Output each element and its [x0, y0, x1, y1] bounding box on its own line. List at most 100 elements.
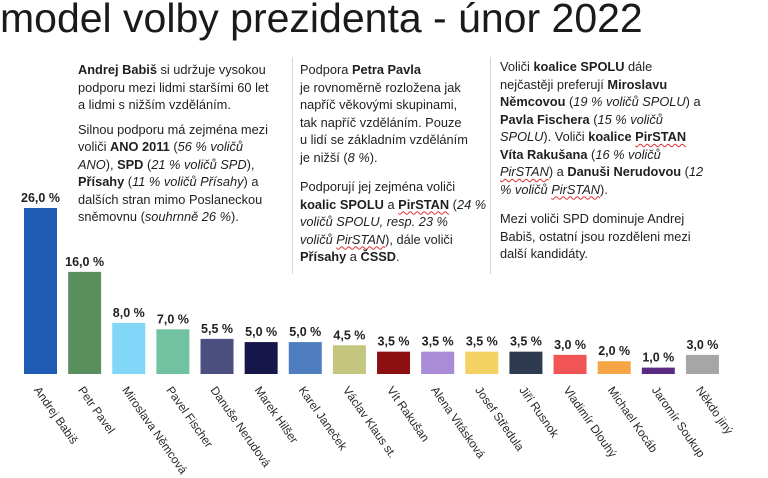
text: dále — [624, 59, 653, 74]
value-label-alena-vitaskova: 3,5 % — [422, 335, 454, 349]
text: sněmovnu ( — [78, 209, 145, 224]
annotation-line: Pavla Fischera (15 % voličů — [500, 111, 703, 129]
annotation-line: tak napříč vzděláním. Pouze — [300, 114, 486, 132]
italic-text: PirSTAN — [551, 181, 601, 197]
text: u lidí se základním vzděláním — [300, 132, 468, 147]
bold-text: ANO 2011 — [110, 139, 170, 154]
text: ). — [369, 149, 378, 165]
italic-text: SPOLU — [500, 129, 544, 144]
text: je nižší ( — [300, 149, 348, 165]
text: napříč věkovými skupinami, — [300, 97, 458, 112]
text: ( — [124, 174, 133, 189]
text: nejčastěji preferují — [500, 76, 608, 92]
bar-jiri-rusnok — [509, 351, 543, 374]
bold-text: Víta Rakušana — [500, 146, 588, 162]
annotation-line: koalic SPOLU a PirSTAN (24 % — [300, 196, 486, 214]
bar-marek-hilser — [244, 342, 278, 374]
annotation-line: Němcovou (19 % voličů SPOLU) a — [500, 93, 703, 111]
italic-text: 56 % voličů — [177, 139, 244, 154]
value-label-josef-stredula: 3,5 % — [466, 335, 498, 349]
annotation-line: Podporují jej zejména voliči — [300, 178, 486, 196]
category-label-vit-rakusan: Vít Rakušan — [384, 384, 432, 445]
annotation-line: je rovnoměrně rozložena jak — [300, 79, 486, 97]
annotation-line: ANO), SPD (21 % voličů SPD), — [78, 156, 269, 174]
annotation-line: nejčastěji preferují Miroslavu — [500, 76, 703, 94]
bar-vit-rakusan — [377, 351, 411, 374]
annotation-line: a lidmi s nižším vzděláním. — [78, 96, 269, 114]
bar-andrej-babis — [24, 208, 57, 374]
annotation-line: Přísahy a ČSSD. — [300, 248, 486, 266]
text: Mezi voliči SPD dominuje Andrej — [500, 211, 685, 226]
value-label-nekdo-jiny: 3,0 % — [686, 338, 718, 352]
text: a — [346, 249, 361, 264]
bold-text: Pavla Fischera — [500, 111, 590, 127]
italic-text: PirSTAN — [500, 164, 549, 179]
text: a lidmi s nižším vzděláním. — [78, 97, 231, 112]
annotation-line: voličů SPOLU, resp. 23 % — [300, 213, 486, 231]
category-label-jiri-rusnok: Jiří Rusnok — [516, 384, 561, 440]
bars — [24, 208, 719, 374]
bar-miroslava-nemcova — [112, 322, 146, 374]
italic-text: % voličů — [500, 181, 552, 197]
bar-karel-janecek — [288, 342, 322, 374]
value-label-pavel-fischer: 7,0 % — [157, 312, 189, 326]
text: ) a — [243, 174, 259, 189]
italic-text: 11 % voličů Přísahy — [132, 174, 244, 189]
annotation-babis: Andrej Babiš si udržuje vysokou podporu m… — [78, 61, 269, 226]
value-labels: 26,0 % 16,0 % 8,0 % 7,0 % 5,5 % 5,0 % 5,0 % 4,5… — [21, 191, 718, 365]
text: a — [383, 196, 399, 212]
value-label-karel-janecek: 5,0 % — [289, 325, 321, 339]
value-label-jaromir-soukup: 1,0 % — [642, 351, 674, 365]
category-label-andrej-babis: Andrej Babiš — [31, 384, 81, 447]
bold-text: Petra Pavla — [351, 62, 421, 77]
text: Babiš, ostatní jsou rozděleni mezi — [500, 228, 691, 244]
text: ) a — [548, 164, 568, 179]
text: ( — [587, 146, 596, 162]
italic-text: 15 % voličů — [597, 111, 663, 127]
bar-josef-stredula — [465, 351, 499, 374]
text: ), dále voliči — [385, 231, 453, 247]
value-label-petr-pavel: 16,0 % — [65, 255, 104, 269]
annotation-paragraph: Podporují jej zejména voliči koalic SPOLU… — [300, 178, 486, 266]
value-label-marek-hilser: 5,0 % — [245, 325, 277, 339]
text: ( — [449, 196, 457, 212]
bar-michael-kocab — [597, 361, 631, 374]
text: ( — [565, 94, 574, 109]
text: Podporují jej zejména voliči — [300, 179, 456, 194]
bar-vaclav-klaus-st — [332, 345, 366, 374]
text: si udržuje vysokou — [156, 62, 266, 77]
text: dalších stran mimo Poslaneckou — [78, 191, 263, 207]
bar-jaromir-soukup — [641, 367, 675, 374]
italic-text: ANO — [78, 156, 106, 172]
text: ( — [169, 139, 178, 154]
bold-text: Danuši Nerudovou — [567, 164, 682, 179]
category-label-marek-hilser: Marek Hilšer — [252, 384, 301, 446]
value-label-miroslava-nemcova: 8,0 % — [113, 306, 145, 320]
annotation-paragraph: Andrej Babiš si udržuje vysokou podporu m… — [78, 61, 269, 114]
bold-text: Andrej Babiš — [78, 62, 157, 77]
value-label-michael-kocab: 2,0 % — [598, 344, 630, 358]
category-label-nekdo-jiny: Někdo jiný — [693, 384, 736, 437]
bold-text: Miroslavu — [607, 76, 668, 92]
value-label-vladimir-dlouhy: 3,0 % — [554, 338, 586, 352]
value-label-vit-rakusan: 3,5 % — [378, 335, 410, 349]
annotation-line: u lidí se základním vzděláním — [300, 131, 486, 149]
annotation-line: Mezi voliči SPD dominuje Andrej — [500, 210, 703, 228]
annotation-line: Andrej Babiš si udržuje vysokou — [78, 61, 269, 79]
annotation-line: voliči ANO 2011 (56 % voličů — [78, 138, 269, 156]
text: . — [396, 249, 400, 264]
text-box-border-right — [490, 57, 491, 274]
annotation-pavel: Podpora Petra Pavla je rovnoměrně rozlože… — [300, 61, 486, 266]
bold-text: Přísahy — [78, 174, 125, 189]
italic-text: souhrnně 26 % — [144, 209, 231, 224]
italic-text: 16 % voličů — [595, 146, 661, 162]
annotation-line: Silnou podporu má zejména mezi — [78, 121, 269, 139]
annotation-line: je nižší (8 %). — [300, 149, 486, 167]
text: ). — [600, 181, 608, 197]
annotation-line: PirSTAN) a Danuši Nerudovou (12 — [500, 163, 703, 181]
annotation-line: voličů PirSTAN), dále voliči — [300, 231, 486, 249]
bar-vladimir-dlouhy — [553, 354, 587, 374]
text: ( — [143, 156, 152, 172]
chart-title: model volby prezidenta - únor 2022 — [0, 0, 643, 41]
